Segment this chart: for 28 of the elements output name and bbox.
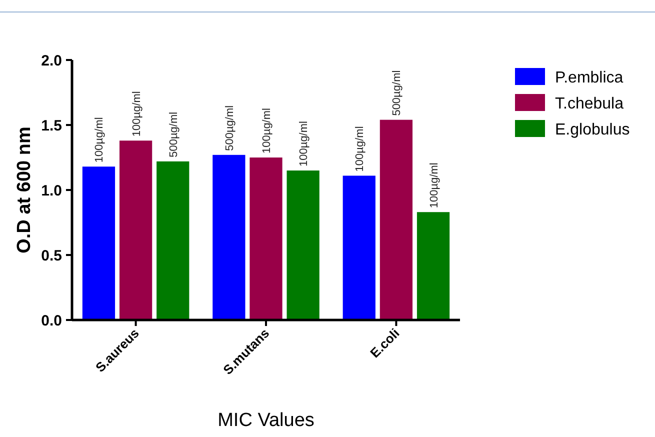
annotation: 100µg/ml bbox=[94, 117, 106, 163]
y-tick-label: 1.0 bbox=[41, 182, 62, 200]
y-tick-label: 2.0 bbox=[41, 52, 62, 70]
bar bbox=[380, 120, 413, 320]
y-axis-title: O.D at 600 nm bbox=[14, 126, 35, 254]
y-tick-label: 0.5 bbox=[41, 247, 62, 264]
bar bbox=[156, 161, 190, 320]
bar bbox=[286, 170, 320, 320]
legend-label: P.emblica bbox=[555, 70, 624, 87]
annotation: 100µg/ml bbox=[298, 121, 310, 166]
bar bbox=[212, 154, 246, 320]
annotation: 100µg/ml bbox=[130, 91, 143, 137]
legend-label: T.chebula bbox=[555, 96, 624, 113]
legend-label: E.globulus bbox=[555, 122, 630, 139]
annotation: 500µg/ml bbox=[391, 70, 404, 116]
annotation: 100µg/ml bbox=[354, 126, 366, 172]
bar bbox=[342, 176, 376, 320]
bar bbox=[416, 212, 450, 320]
annotation: 100µg/ml bbox=[261, 108, 273, 154]
bar bbox=[82, 166, 116, 320]
annotation: 500µg/ml bbox=[168, 112, 180, 158]
bar bbox=[119, 140, 152, 320]
bar bbox=[250, 158, 282, 320]
annotation: 100µg/ml bbox=[428, 162, 440, 208]
annotation: 500µg/ml bbox=[224, 105, 236, 151]
y-tick-label: 0.0 bbox=[41, 312, 62, 330]
x-axis-title: MIC Values bbox=[218, 410, 314, 431]
y-tick-label: 1.5 bbox=[41, 117, 62, 134]
